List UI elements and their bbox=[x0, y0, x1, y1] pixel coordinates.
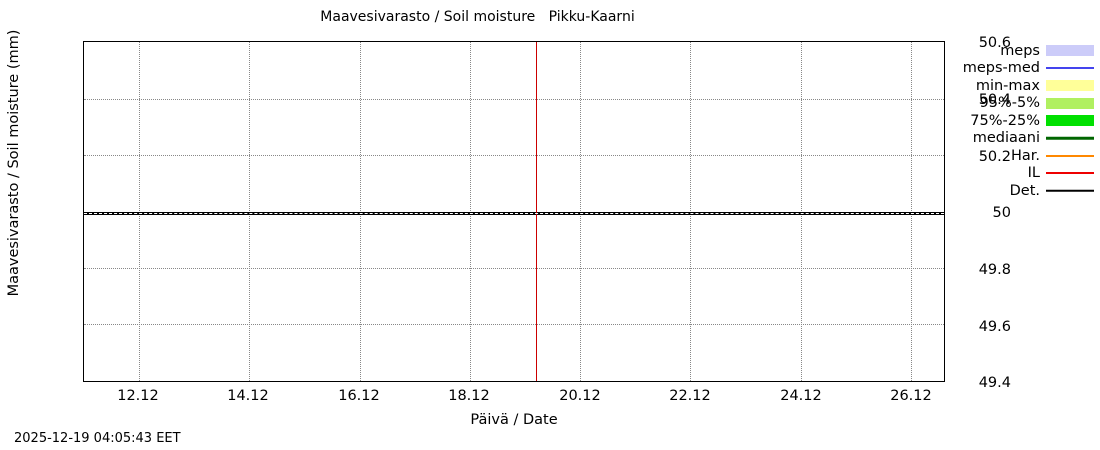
legend-label: 95%-5% bbox=[979, 95, 1040, 111]
plot-inner bbox=[84, 42, 944, 381]
legend-label: meps-med bbox=[962, 60, 1040, 76]
y-axis-title: Maavesivarasto / Soil moisture (mm) bbox=[6, 29, 22, 297]
gridline-horizontal bbox=[84, 268, 944, 270]
gridline-horizontal bbox=[84, 324, 944, 326]
legend-item-75-25: 75%-25% bbox=[958, 112, 1094, 130]
legend-item-meps-med: meps-med bbox=[958, 60, 1094, 78]
timestamp: 2025-12-19 04:05:43 EET bbox=[14, 431, 181, 446]
y-tick-label: 49.4 bbox=[978, 375, 1011, 391]
y-tick-label: 50.2 bbox=[978, 149, 1011, 165]
y-tick-label: 49.6 bbox=[978, 319, 1011, 335]
x-tick-label: 24.12 bbox=[780, 388, 822, 404]
x-tick-label: 18.12 bbox=[448, 388, 490, 404]
y-tick-label: 50.4 bbox=[978, 92, 1011, 108]
x-axis-title: Päivä / Date bbox=[470, 412, 558, 428]
legend-swatch-min-max bbox=[1046, 80, 1094, 92]
x-tick-label: 20.12 bbox=[559, 388, 601, 404]
series-line-det-dash bbox=[84, 212, 944, 214]
legend-item-mediaani: mediaani bbox=[958, 130, 1094, 148]
legend-swatch-har bbox=[1046, 150, 1094, 161]
x-tick-label: 22.12 bbox=[669, 388, 711, 404]
legend-swatch-meps bbox=[1046, 45, 1094, 57]
legend-item-95-5: 95%-5% bbox=[958, 95, 1094, 113]
legend-item-min-max: min-max bbox=[958, 77, 1094, 95]
legend-swatch-75-25 bbox=[1046, 115, 1094, 127]
gridline-horizontal bbox=[84, 98, 944, 100]
y-tick-label: 50.6 bbox=[978, 35, 1011, 51]
legend-label: Har. bbox=[1010, 147, 1040, 164]
legend-item-det: Det. bbox=[958, 182, 1094, 200]
legend-label: 75%-25% bbox=[970, 112, 1040, 129]
y-tick-label: 49.8 bbox=[978, 262, 1011, 278]
x-tick-label: 12.12 bbox=[117, 388, 159, 404]
x-tick-label: 26.12 bbox=[890, 388, 932, 404]
y-tick-label: 50 bbox=[992, 205, 1011, 221]
legend-item-meps: meps bbox=[958, 42, 1094, 60]
legend-label: meps bbox=[1000, 42, 1040, 59]
legend-label: Det. bbox=[1009, 182, 1040, 199]
page-title: Maavesivarasto / Soil moisture Pikku-Kaa… bbox=[320, 9, 635, 25]
legend-swatch-il bbox=[1046, 168, 1094, 179]
legend-item-har: Har. bbox=[958, 147, 1094, 165]
x-tick-label: 16.12 bbox=[338, 388, 380, 404]
x-tick-label: 14.12 bbox=[227, 388, 269, 404]
legend-swatch-95-5 bbox=[1046, 97, 1094, 109]
legend-item-il: IL bbox=[958, 165, 1094, 183]
legend-label: min-max bbox=[975, 77, 1040, 94]
legend-swatch-mediaani bbox=[1046, 133, 1094, 144]
legend-swatch-meps-med bbox=[1046, 63, 1094, 74]
chart-legend: meps meps-med min-max 95%-5% 75%-25% med… bbox=[958, 42, 1094, 200]
plot-area bbox=[83, 41, 945, 382]
legend-swatch-det bbox=[1046, 185, 1094, 196]
gridline-horizontal bbox=[84, 154, 944, 156]
legend-label: mediaani bbox=[972, 130, 1040, 146]
current-time-marker bbox=[536, 42, 538, 381]
legend-label: IL bbox=[1027, 165, 1040, 181]
